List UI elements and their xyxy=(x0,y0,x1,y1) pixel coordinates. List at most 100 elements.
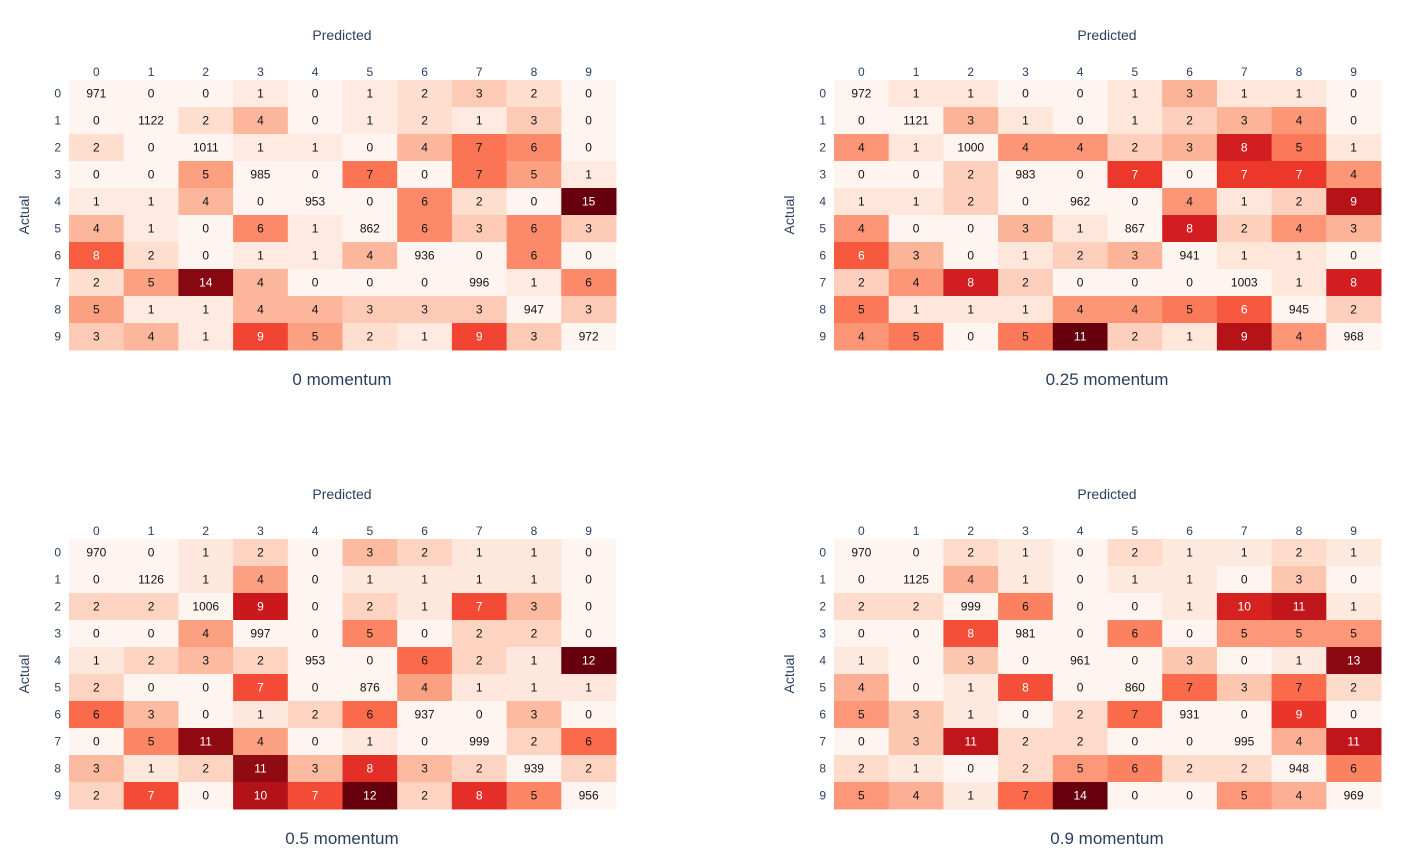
heatmap-cell xyxy=(998,80,1054,108)
y-tick-label: 5 xyxy=(819,681,826,695)
y-tick-label: 1 xyxy=(819,114,826,128)
heatmap-cell xyxy=(998,269,1054,297)
cell-value-label: 4 xyxy=(202,627,209,641)
heatmap-cell xyxy=(233,188,289,216)
cell-value-label: 4 xyxy=(421,681,428,695)
heatmap-cell xyxy=(1271,134,1327,162)
heatmap-cell xyxy=(998,323,1054,351)
cell-value-label: 3 xyxy=(913,708,920,722)
cell-value-label: 1125 xyxy=(903,573,929,587)
heatmap-cell xyxy=(888,188,944,216)
heatmap-cell xyxy=(1107,539,1163,567)
cell-value-label: 2 xyxy=(1186,762,1193,776)
heatmap-cell xyxy=(69,296,125,324)
heatmap-cell xyxy=(451,80,508,108)
cell-value-label: 0 xyxy=(202,708,209,722)
cell-value-label: 4 xyxy=(257,573,264,587)
cell-value-label: 0 xyxy=(585,600,592,614)
heatmap-cell xyxy=(888,674,944,702)
heatmap-cell xyxy=(943,242,999,270)
y-tick-label: 8 xyxy=(54,762,61,776)
cell-value-label: 2 xyxy=(967,546,974,560)
cell-value-label: 6 xyxy=(93,708,100,722)
heatmap-cell xyxy=(1271,593,1327,621)
x-tick-label: 0 xyxy=(93,65,100,79)
cell-value-label: 3 xyxy=(531,600,538,614)
y-tick-label: 6 xyxy=(819,249,826,263)
heatmap-cell xyxy=(1271,755,1327,783)
heatmap-cell xyxy=(451,269,508,297)
cell-value-label: 2 xyxy=(367,600,374,614)
cell-value-label: 969 xyxy=(1344,789,1364,803)
cell-value-label: 3 xyxy=(1241,114,1248,128)
cell-value-label: 0 xyxy=(93,573,100,587)
cell-value-label: 0 xyxy=(202,249,209,263)
cell-value-label: 0 xyxy=(858,168,865,182)
y-tick-label: 5 xyxy=(819,222,826,236)
cell-value-label: 0 xyxy=(913,222,920,236)
heatmap-cell xyxy=(888,215,944,243)
x-tick-label: 2 xyxy=(967,524,974,538)
cell-value-label: 936 xyxy=(415,249,435,263)
heatmap-cell xyxy=(178,215,234,243)
heatmap-cell xyxy=(998,701,1054,729)
cell-value-label: 6 xyxy=(1022,600,1029,614)
cell-value-label: 1 xyxy=(148,195,155,209)
heatmap-cell xyxy=(451,134,508,162)
heatmap-cell xyxy=(561,647,617,675)
cell-value-label: 1 xyxy=(1022,303,1029,317)
heatmap-cell xyxy=(1326,701,1382,729)
heatmap-cell xyxy=(506,755,562,783)
heatmap-cell xyxy=(178,593,234,621)
heatmap-cell xyxy=(998,539,1054,567)
y-tick-label: 8 xyxy=(819,762,826,776)
x-tick-label: 3 xyxy=(257,65,264,79)
cell-value-label: 1 xyxy=(476,546,483,560)
heatmap-cell xyxy=(561,161,617,189)
cell-value-label: 5 xyxy=(531,789,538,803)
cell-value-label: 2 xyxy=(202,114,209,128)
x-tick-label: 1 xyxy=(913,65,920,79)
cell-value-label: 2 xyxy=(1132,330,1139,344)
heatmap-cell xyxy=(1326,107,1382,135)
heatmap-cell xyxy=(1107,566,1163,594)
heatmap-cell xyxy=(1162,593,1218,621)
heatmap-cell xyxy=(1162,215,1218,243)
heatmap-cell xyxy=(998,188,1054,216)
heatmap-cell xyxy=(506,620,562,648)
heatmap-cell xyxy=(123,296,179,324)
cell-value-label: 3 xyxy=(1022,222,1029,236)
y-tick-label: 6 xyxy=(54,249,61,263)
cell-value-label: 2 xyxy=(531,627,538,641)
heatmap-cell xyxy=(342,728,398,756)
heatmap-cell xyxy=(1162,782,1218,810)
heatmap-cell xyxy=(233,728,289,756)
heatmap-cell xyxy=(506,674,562,702)
heatmap-cell xyxy=(69,728,125,756)
cell-value-label: 1 xyxy=(1296,249,1303,263)
cell-value-label: 0 xyxy=(967,330,974,344)
heatmap-cell xyxy=(178,701,234,729)
heatmap-cell xyxy=(1107,215,1163,243)
cell-value-label: 2 xyxy=(1022,276,1029,290)
cell-value-label: 1 xyxy=(257,249,264,263)
heatmap-cell xyxy=(69,134,125,162)
heatmap-cell xyxy=(1216,323,1273,351)
heatmap-cell xyxy=(123,539,179,567)
heatmap-cell xyxy=(123,80,179,108)
heatmap-cell xyxy=(1326,188,1382,216)
heatmap-cell xyxy=(561,323,617,351)
y-tick-label: 0 xyxy=(819,87,826,101)
heatmap-cell xyxy=(1271,269,1327,297)
cell-value-label: 1 xyxy=(367,87,374,101)
heatmap-cell xyxy=(506,728,562,756)
cell-value-label: 1 xyxy=(531,546,538,560)
cell-value-label: 0 xyxy=(202,222,209,236)
x-tick-label: 3 xyxy=(1022,524,1029,538)
cell-value-label: 5 xyxy=(148,276,155,290)
x-tick-label: 0 xyxy=(93,524,100,538)
cell-value-label: 0 xyxy=(1132,600,1139,614)
cell-value-label: 8 xyxy=(93,249,100,263)
chart-title: 0 momentum xyxy=(292,370,391,389)
cell-value-label: 0 xyxy=(858,627,865,641)
